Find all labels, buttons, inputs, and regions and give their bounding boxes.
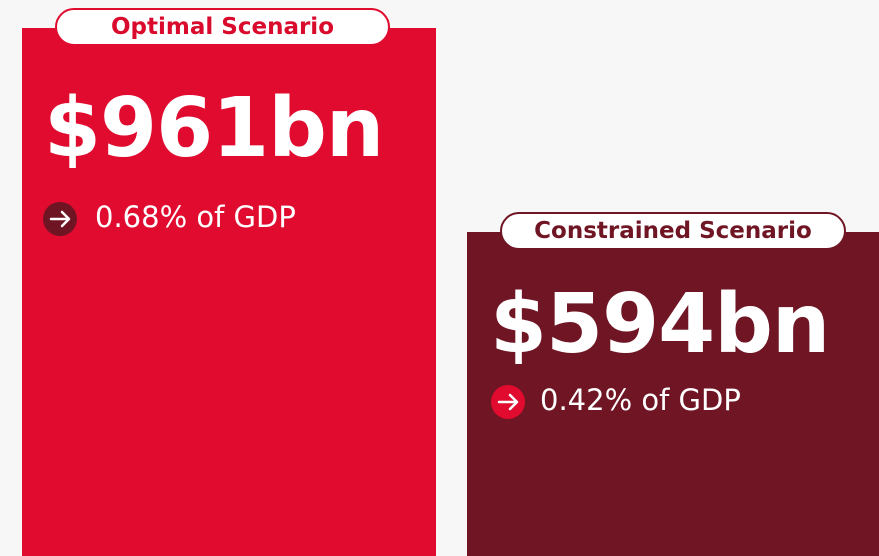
scenario-amount: $594bn — [490, 277, 830, 372]
gdp-share: 0.68% of GDP — [95, 200, 296, 234]
constrained-panel — [467, 232, 879, 556]
scenario-label: Constrained Scenario — [500, 212, 846, 250]
scenario-label: Optimal Scenario — [55, 8, 390, 46]
scenario-amount: $961bn — [44, 81, 384, 176]
arrow-icon — [43, 202, 77, 236]
arrow-icon — [491, 385, 525, 419]
gdp-share: 0.42% of GDP — [540, 383, 741, 417]
optimal-panel — [22, 28, 436, 556]
